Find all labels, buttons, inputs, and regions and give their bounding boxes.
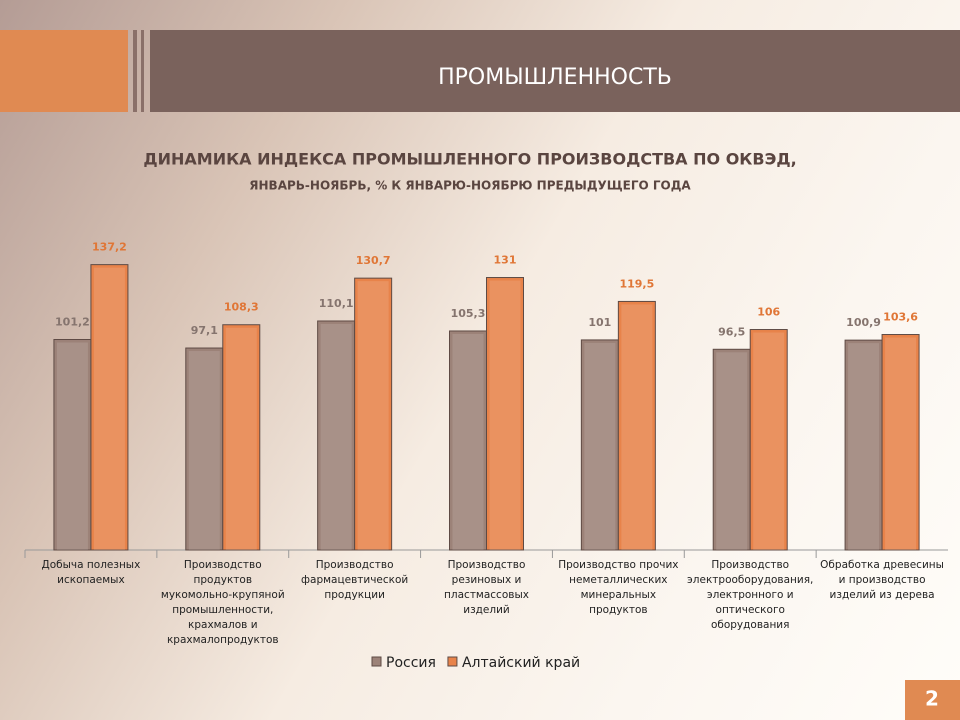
- x-tick-label: Обработка древесины и производство издел…: [820, 559, 944, 601]
- x-tick-label: Производство резиновых и пластмассовых и…: [444, 559, 529, 616]
- data-label: 106: [757, 306, 780, 319]
- x-tick-label: Производство фармацевтической продукции: [301, 559, 409, 601]
- data-label: 100,9: [846, 316, 881, 329]
- bar-highlight: [452, 333, 484, 550]
- bar: [317, 320, 356, 551]
- bar-highlight: [716, 352, 748, 550]
- bar: [844, 339, 883, 551]
- header-strip: [133, 30, 137, 112]
- bar: [222, 324, 261, 551]
- bar-highlight: [56, 342, 88, 550]
- data-label: 130,7: [356, 254, 391, 267]
- legend-label: Россия: [386, 655, 436, 671]
- chart-subtitle: ЯНВАРЬ-НОЯБРЬ, % К ЯНВАРЮ-НОЯБРЮ ПРЕДЫДУ…: [249, 179, 691, 193]
- bar: [354, 277, 393, 551]
- bar-highlight: [584, 342, 616, 550]
- x-tick-label: Производство прочих неметаллических мине…: [558, 559, 679, 616]
- bar-highlight: [489, 280, 521, 550]
- data-label: 119,5: [619, 277, 654, 290]
- bar: [617, 300, 656, 551]
- page-number: 2: [925, 687, 939, 711]
- legend-label: Алтайский край: [462, 655, 580, 671]
- header-accent: [0, 30, 128, 112]
- bar-highlight: [753, 332, 785, 550]
- chart-title: ДИНАМИКА ИНДЕКСА ПРОМЫШЛЕННОГО ПРОИЗВОДС…: [143, 150, 796, 169]
- data-label: 101: [588, 316, 611, 329]
- data-label: 110,1: [319, 297, 354, 310]
- data-label: 101,2: [55, 316, 90, 329]
- x-tick-label: Добыча полезных ископаемых: [41, 559, 141, 586]
- page-number-box: [905, 680, 960, 720]
- data-label: 105,3: [451, 307, 486, 320]
- legend-marker: [447, 656, 458, 667]
- header-strip: [141, 30, 144, 112]
- x-tick-label: Производство электрооборудования, электр…: [687, 559, 814, 631]
- bar: [580, 339, 619, 551]
- bar: [881, 334, 920, 551]
- data-label: 131: [494, 254, 517, 267]
- bar: [90, 264, 129, 551]
- bar: [449, 330, 487, 551]
- bar-highlight: [93, 267, 125, 550]
- data-label: 137,2: [92, 241, 127, 254]
- slide-title: ПРОМЫШЛЕННОСТЬ: [438, 65, 672, 90]
- bar-highlight: [848, 343, 880, 550]
- bar: [486, 277, 524, 551]
- legend-marker: [371, 656, 382, 667]
- data-label: 103,6: [883, 311, 918, 324]
- bar-highlight: [225, 327, 257, 550]
- x-tick-label: Производство продуктов мукомольно-крупян…: [160, 559, 285, 646]
- bar-highlight: [621, 304, 653, 550]
- bar: [185, 347, 224, 551]
- bar-highlight: [357, 281, 389, 550]
- data-label: 96,5: [718, 325, 745, 338]
- data-label: 108,3: [224, 301, 259, 314]
- data-label: 97,1: [191, 324, 218, 337]
- bar: [749, 329, 788, 551]
- bar-highlight: [885, 337, 917, 550]
- bar: [712, 348, 751, 551]
- bar-highlight: [188, 351, 220, 550]
- header-bar: [150, 30, 960, 112]
- bar-highlight: [320, 323, 352, 550]
